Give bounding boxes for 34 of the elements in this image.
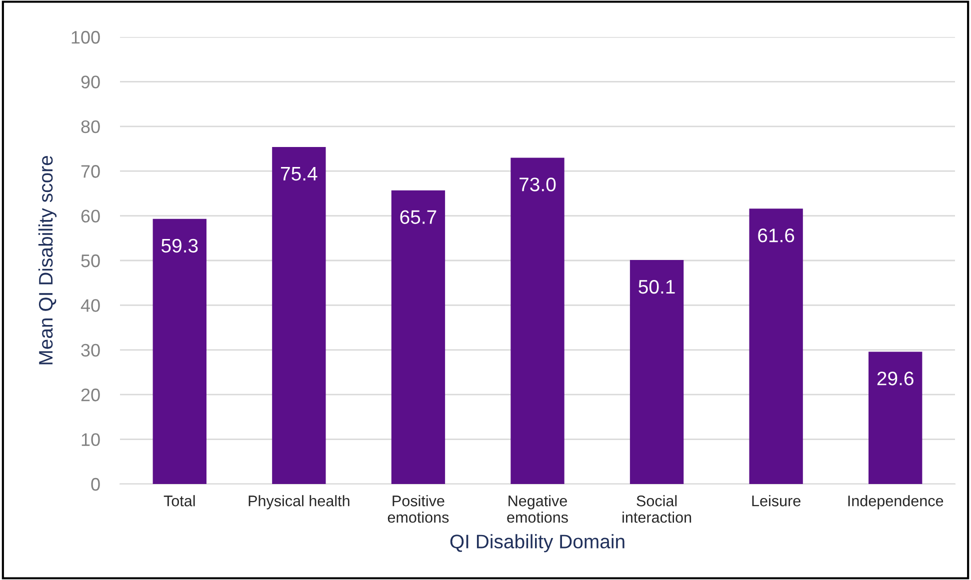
y-tick-label: 50 (81, 254, 100, 268)
bar (868, 352, 922, 484)
bar (749, 208, 803, 484)
bar (510, 158, 564, 484)
data-label: 65.7 (400, 210, 436, 224)
data-label: 61.6 (758, 228, 794, 242)
x-tick-label: Positive emotions (388, 495, 449, 523)
bar (272, 146, 326, 484)
x-tick-label: Negative emotions (507, 495, 568, 523)
x-tick-label: Physical health (248, 495, 350, 510)
bar (630, 260, 684, 484)
y-tick-label: 10 (82, 433, 100, 446)
y-tick-label: 30 (81, 344, 100, 357)
y-tick-label: 0 (91, 478, 100, 491)
bar (152, 218, 206, 484)
y-tick-label: 20 (81, 388, 100, 402)
y-tick-label: 60 (81, 210, 100, 223)
x-tick-label: Leisure (752, 495, 800, 506)
y-tick-label: 100 (72, 30, 100, 44)
y-axis-title: Mean QI Disability score (38, 156, 57, 364)
data-label: 29.6 (877, 372, 914, 386)
y-tick-label: 40 (80, 299, 100, 312)
data-label: 59.3 (162, 238, 198, 253)
x-axis-title: QI Disability Domain (450, 534, 624, 552)
x-tick-label: Total (164, 495, 195, 506)
x-tick-label: Independence (848, 495, 944, 510)
bar (391, 190, 446, 484)
x-tick-label: Social interaction (622, 495, 692, 523)
y-tick-label: 70 (81, 165, 100, 178)
y-tick-label: 80 (81, 120, 100, 134)
y-tick-label: 90 (81, 76, 100, 88)
data-label: 73.0 (520, 178, 556, 192)
data-label: 75.4 (281, 167, 318, 181)
data-label: 50.1 (638, 280, 675, 294)
